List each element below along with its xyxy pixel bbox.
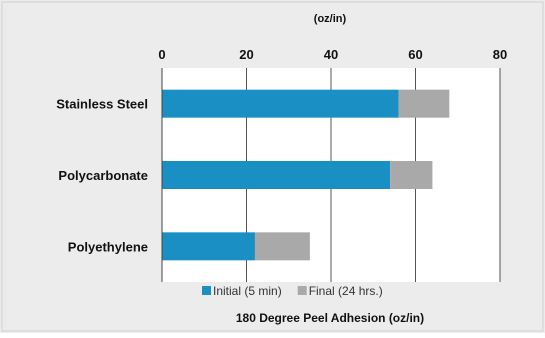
legend-swatch (297, 286, 307, 295)
bar-final (398, 89, 450, 118)
legend: Initial (5 min) Final (24 hrs.) (202, 284, 383, 298)
bar-final (254, 232, 310, 261)
chart-border (1, 1, 544, 332)
x-tick-label: 20 (239, 47, 253, 62)
bars (162, 89, 450, 261)
bar-initial (162, 232, 255, 261)
legend-label: Final (24 hrs.) (309, 284, 383, 298)
x-tick-label: 0 (158, 47, 165, 62)
x-tick-label: 60 (408, 47, 422, 62)
x-tick-label: 40 (324, 47, 338, 62)
bar-initial (162, 161, 391, 189)
x-tick-label: 80 (493, 47, 507, 62)
category-label: Stainless Steel (56, 97, 148, 112)
category-label: Polycarbonate (58, 168, 148, 183)
bar-final (390, 161, 433, 189)
category-label: Polyethylene (68, 239, 148, 254)
x-axis-title: 180 Degree Peel Adhesion (oz/in) (236, 311, 424, 325)
bar-initial (162, 89, 399, 118)
x-tick-labels: 0 20 40 60 80 (158, 47, 507, 62)
legend-label: Initial (5 min) (213, 284, 282, 298)
category-labels: Stainless Steel Polycarbonate Polyethylene (56, 97, 148, 255)
top-axis-unit-label: (oz/in) (314, 13, 347, 25)
legend-swatch (202, 286, 211, 295)
